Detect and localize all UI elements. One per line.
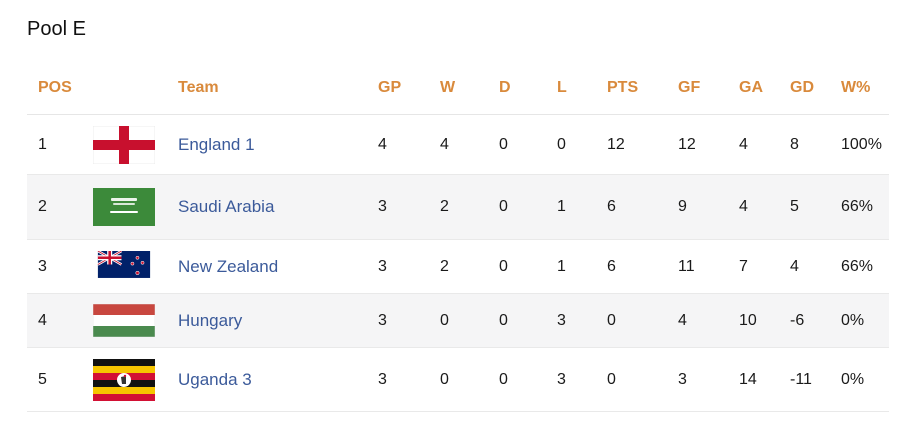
- gf-cell: 12: [678, 114, 739, 175]
- team-link[interactable]: Uganda 3: [178, 347, 378, 412]
- pos-cell: 2: [27, 174, 93, 240]
- header-row: POS Team GP W D L PTS GF GA GD W%: [27, 62, 889, 115]
- d-cell: 0: [499, 239, 557, 294]
- header-l[interactable]: L: [557, 62, 607, 115]
- table-row: 4 Hungary 3 0 0 3 0 4 10 -6: [27, 293, 889, 348]
- header-gp[interactable]: GP: [378, 62, 440, 115]
- wpct-cell: 0%: [841, 347, 889, 412]
- table-row: 1 England 1 4 4 0 0 12 12 4 8 100%: [27, 114, 889, 175]
- w-cell: 4: [440, 114, 499, 175]
- gp-cell: 3: [378, 174, 440, 240]
- gf-cell: 4: [678, 293, 739, 348]
- header-gf[interactable]: GF: [678, 62, 739, 115]
- ga-cell: 7: [739, 239, 790, 294]
- team-name[interactable]: Uganda 3: [178, 369, 252, 389]
- gd-cell: 4: [790, 239, 841, 294]
- d-cell: 0: [499, 347, 557, 412]
- ga-cell: 4: [739, 174, 790, 240]
- header-gd[interactable]: GD: [790, 62, 841, 115]
- w-cell: 0: [440, 293, 499, 348]
- team-link[interactable]: New Zealand: [178, 239, 378, 294]
- header-pos[interactable]: POS: [27, 62, 93, 115]
- w-cell: 0: [440, 347, 499, 412]
- l-cell: 3: [557, 347, 607, 412]
- team-name[interactable]: New Zealand: [178, 256, 279, 276]
- gd-cell: 8: [790, 114, 841, 175]
- d-cell: 0: [499, 293, 557, 348]
- gd-cell: -11: [790, 347, 841, 412]
- header-wpct[interactable]: W%: [841, 62, 889, 115]
- l-cell: 1: [557, 174, 607, 240]
- team-link[interactable]: Hungary: [178, 293, 378, 348]
- header-flag: [93, 62, 178, 115]
- header-w[interactable]: W: [440, 62, 499, 115]
- gf-cell: 11: [678, 239, 739, 294]
- wpct-cell: 66%: [841, 174, 889, 240]
- team-name[interactable]: England 1: [178, 134, 255, 154]
- pts-cell: 6: [607, 174, 678, 240]
- header-team[interactable]: Team: [178, 62, 378, 115]
- new-zealand-flag-icon: [97, 250, 151, 278]
- gf-cell: 9: [678, 174, 739, 240]
- gd-cell: 5: [790, 174, 841, 240]
- team-name[interactable]: Saudi Arabia: [178, 197, 275, 216]
- table-row: 3: [27, 239, 889, 294]
- wpct-cell: 66%: [841, 239, 889, 294]
- england-flag-icon: [93, 125, 155, 164]
- hungary-flag-icon: [93, 304, 155, 337]
- standings-table: POS Team GP W D L PTS GF GA GD W% 1: [27, 62, 889, 412]
- header-ga[interactable]: GA: [739, 62, 790, 115]
- table-row: 2 Saudi Arabia 3 2 0 1 6 9 4 5: [27, 174, 889, 240]
- saudi-arabia-flag-icon: [93, 188, 155, 226]
- pts-cell: 0: [607, 347, 678, 412]
- table-row: 5 Uganda 3 3 0: [27, 347, 889, 412]
- pos-cell: 3: [27, 239, 93, 294]
- gp-cell: 3: [378, 347, 440, 412]
- ga-cell: 10: [739, 293, 790, 348]
- l-cell: 0: [557, 114, 607, 175]
- team-name[interactable]: Hungary: [178, 310, 243, 330]
- gp-cell: 4: [378, 114, 440, 175]
- team-link[interactable]: Saudi Arabia: [178, 174, 378, 240]
- w-cell: 2: [440, 239, 499, 294]
- team-link[interactable]: England 1: [178, 114, 378, 175]
- pos-cell: 4: [27, 293, 93, 348]
- l-cell: 1: [557, 239, 607, 294]
- l-cell: 3: [557, 293, 607, 348]
- gf-cell: 3: [678, 347, 739, 412]
- pts-cell: 0: [607, 293, 678, 348]
- ga-cell: 14: [739, 347, 790, 412]
- pos-cell: 1: [27, 114, 93, 175]
- pts-cell: 12: [607, 114, 678, 175]
- wpct-cell: 100%: [841, 114, 889, 175]
- pos-cell: 5: [27, 347, 93, 412]
- pts-cell: 6: [607, 239, 678, 294]
- w-cell: 2: [440, 174, 499, 240]
- gp-cell: 3: [378, 239, 440, 294]
- gd-cell: -6: [790, 293, 841, 348]
- d-cell: 0: [499, 174, 557, 240]
- d-cell: 0: [499, 114, 557, 175]
- ga-cell: 4: [739, 114, 790, 175]
- header-d[interactable]: D: [499, 62, 557, 115]
- uganda-flag-icon: [93, 358, 155, 401]
- header-pts[interactable]: PTS: [607, 62, 678, 115]
- pool-title: Pool E: [27, 18, 86, 40]
- wpct-cell: 0%: [841, 293, 889, 348]
- gp-cell: 3: [378, 293, 440, 348]
